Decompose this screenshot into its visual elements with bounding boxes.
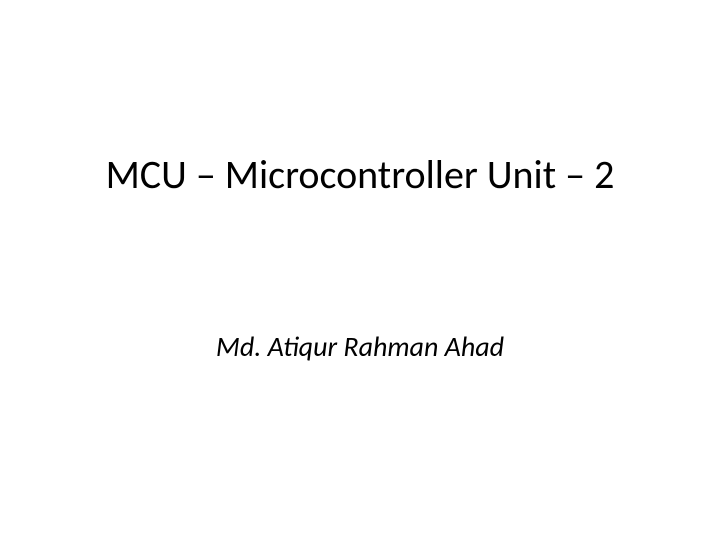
slide-title: MCU – Microcontroller Unit – 2 xyxy=(106,150,615,199)
slide-author: Md. Atiqur Rahman Ahad xyxy=(216,329,504,364)
slide-container: MCU – Microcontroller Unit – 2 Md. Atiqu… xyxy=(0,0,720,540)
